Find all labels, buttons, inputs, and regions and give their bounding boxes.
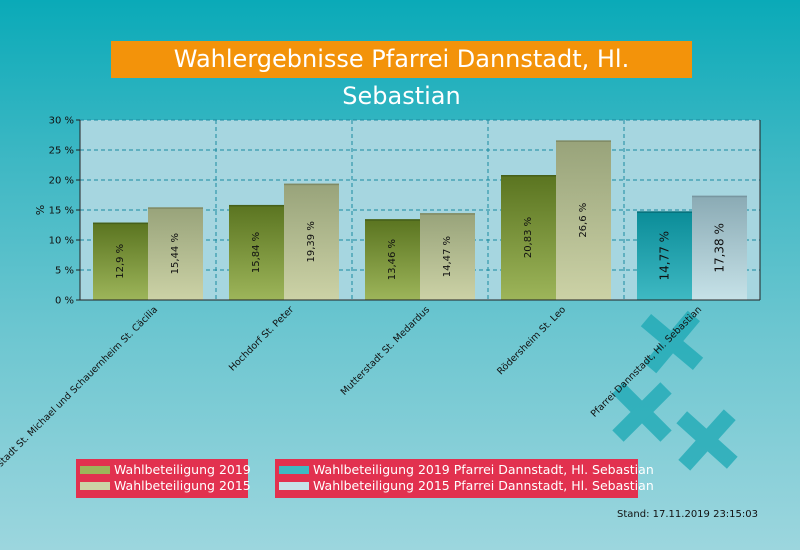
bar-top-edge: [420, 213, 475, 215]
bar: [229, 204, 284, 300]
cross-icon: [640, 310, 704, 374]
chart-title: Wahlergebnisse Pfarrei Dannstadt, Hl. Se…: [111, 41, 692, 110]
bar-top-edge: [501, 175, 556, 177]
data-label: 15,84 %: [251, 232, 262, 273]
bar: [148, 207, 203, 300]
legend-label: Wahlbeteiligung 2015 Pfarrei Dannstadt, …: [313, 478, 654, 493]
data-label: 13,46 %: [387, 239, 398, 280]
bar-top-edge: [637, 211, 692, 213]
x-tick-label: Hochdorf St. Peter: [227, 304, 296, 373]
bar: [556, 140, 611, 300]
legend-label: Wahlbeteiligung 2015: [114, 478, 251, 493]
legend-series: Wahlbeteiligung 2019 Wahlbeteiligung 201…: [76, 459, 251, 498]
bar-top-edge: [93, 222, 148, 225]
bar: [501, 175, 556, 300]
bar-top-edge: [229, 204, 284, 207]
data-label: 12,9 %: [115, 244, 126, 279]
decorative-crosses: [612, 310, 738, 471]
legend-parish: Wahlbeteiligung 2019 Pfarrei Dannstadt, …: [275, 459, 654, 498]
cross-icon: [612, 382, 672, 442]
y-tick-label: 5 %: [55, 266, 74, 277]
bar-top-edge: [284, 183, 339, 186]
x-tick-label: Mutterstadt St. Medardus: [339, 304, 432, 397]
y-tick-label: 0 %: [55, 296, 74, 307]
legend-item: Wahlbeteiligung 2015 Pfarrei Dannstadt, …: [275, 478, 654, 494]
data-label: 17,38 %: [713, 223, 727, 273]
legend-label: Wahlbeteiligung 2019 Pfarrei Dannstadt, …: [313, 462, 654, 477]
bar-top-edge: [365, 219, 420, 221]
y-tick-label: 25 %: [49, 146, 74, 157]
legend-swatch: [279, 482, 309, 490]
y-tick-label: 20 %: [49, 176, 74, 187]
x-tick-label: Rödersheim St. Leo: [495, 304, 568, 377]
timestamp: Stand: 17.11.2019 23:15:03: [617, 509, 758, 520]
data-label: 20,83 %: [523, 217, 534, 258]
bar-top-edge: [148, 207, 203, 209]
data-label: 14,47 %: [442, 236, 453, 277]
data-label: 15,44 %: [170, 233, 181, 274]
y-axis: 0 % 5 % 10 % 15 % 20 % 25 % 30 %: [49, 116, 81, 307]
y-tick-label: 30 %: [49, 116, 74, 127]
bar-top-edge: [692, 195, 747, 198]
bar-top-edge: [556, 140, 611, 142]
data-label: 19,39 %: [306, 221, 317, 262]
bar: [637, 211, 692, 300]
cross-icon: [676, 409, 738, 471]
y-tick-label: 15 %: [49, 206, 74, 217]
legend-item: Wahlbeteiligung 2019 Pfarrei Dannstadt, …: [275, 462, 654, 478]
y-tick-label: 10 %: [49, 236, 74, 247]
bar: [420, 213, 475, 300]
legend-swatch: [80, 466, 110, 474]
bar: [284, 183, 339, 300]
legend-swatch: [279, 466, 309, 474]
bars: 12,9 % 15,44 % 15,84 % 19,39 % 13,46 % 14,47 …: [93, 140, 747, 300]
legend-swatch: [80, 482, 110, 490]
legend-item: Wahlbeteiligung 2015: [76, 478, 251, 494]
data-label: 26,6 %: [578, 203, 589, 238]
data-label: 14,77 %: [658, 231, 672, 281]
bar: [365, 219, 420, 300]
y-axis-label: %: [34, 205, 47, 215]
bar: [93, 222, 148, 300]
bar: [692, 195, 747, 300]
legend-item: Wahlbeteiligung 2019: [76, 462, 251, 478]
legend-label: Wahlbeteiligung 2019: [114, 462, 251, 477]
